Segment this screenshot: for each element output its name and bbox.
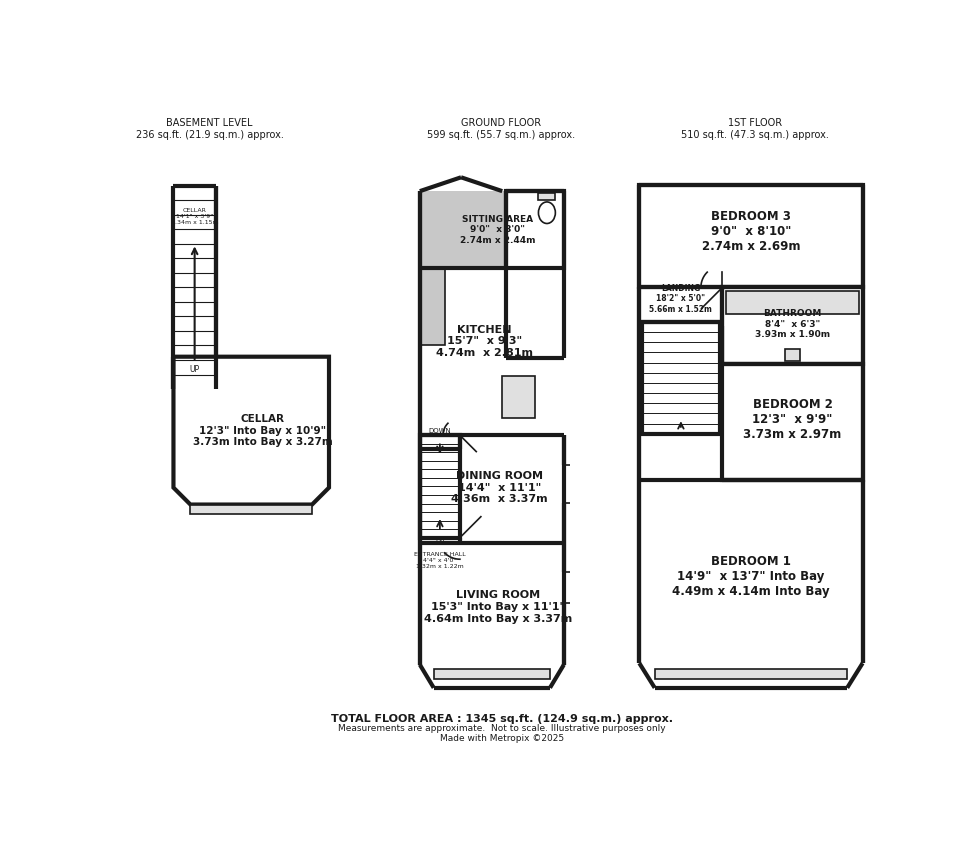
Text: TOTAL FLOOR AREA : 1345 sq.ft. (124.9 sq.m.) approx.: TOTAL FLOOR AREA : 1345 sq.ft. (124.9 sq… [331, 714, 673, 723]
Bar [785, 349, 801, 361]
Text: BEDROOM 2
12'3"  x 9'9"
3.73m x 2.97m: BEDROOM 2 12'3" x 9'9" 3.73m x 2.97m [744, 398, 842, 441]
Bar [419, 435, 460, 538]
Text: Made with Metropix ©2025: Made with Metropix ©2025 [440, 734, 564, 743]
Polygon shape [173, 357, 329, 504]
Bar [506, 192, 564, 268]
Bar [538, 192, 556, 200]
Text: Measurements are approximate.  Not to scale. Illustrative purposes only: Measurements are approximate. Not to sca… [338, 724, 666, 733]
Bar [639, 185, 862, 287]
Text: LANDING
18'2" x 5'0"
5.66m x 1.52m: LANDING 18'2" x 5'0" 5.66m x 1.52m [650, 284, 712, 314]
Text: BATHROOM
8'4"  x 6'3"
3.93m x 1.90m: BATHROOM 8'4" x 6'3" 3.93m x 1.90m [755, 310, 830, 339]
Text: BEDROOM 1
14'9"  x 13'7" Into Bay
4.49m x 4.14m Into Bay: BEDROOM 1 14'9" x 13'7" Into Bay 4.49m x… [672, 555, 830, 598]
Text: SITTING AREA
9'0"  x 8'0"
2.74m x 2.44m: SITTING AREA 9'0" x 8'0" 2.74m x 2.44m [460, 215, 535, 245]
Text: LIVING ROOM
15'3" Into Bay x 11'1"
4.64m Into Bay x 3.37m: LIVING ROOM 15'3" Into Bay x 11'1" 4.64m… [424, 590, 572, 623]
Bar [655, 669, 847, 679]
Bar [722, 287, 862, 364]
Text: GROUND FLOOR
599 sq.ft. (55.7 sq.m.) approx.: GROUND FLOOR 599 sq.ft. (55.7 sq.m.) app… [426, 118, 575, 139]
Bar [503, 376, 535, 418]
Bar [726, 292, 858, 315]
Bar [642, 322, 720, 433]
Bar [434, 669, 550, 679]
Text: ENTRANCE HALL
4'4" x 4'0"
1.32m x 1.22m: ENTRANCE HALL 4'4" x 4'0" 1.32m x 1.22m [414, 552, 466, 569]
Bar [419, 192, 506, 268]
Bar [722, 364, 862, 480]
Text: KITCHEN
15'7"  x 9'3"
4.74m  x 2.81m: KITCHEN 15'7" x 9'3" 4.74m x 2.81m [436, 325, 533, 358]
Text: CELLAR
14'1" x 3'9"
7.34m x 1.15m: CELLAR 14'1" x 3'9" 7.34m x 1.15m [171, 209, 219, 225]
Text: DOWN: DOWN [428, 428, 451, 433]
Text: UP: UP [189, 365, 200, 374]
Polygon shape [190, 504, 312, 514]
Text: 1ST FLOOR
510 sq.ft. (47.3 sq.m.) approx.: 1ST FLOOR 510 sq.ft. (47.3 sq.m.) approx… [681, 118, 829, 139]
Ellipse shape [538, 202, 556, 223]
Text: UP: UP [435, 540, 445, 545]
Text: BASEMENT LEVEL
236 sq.ft. (21.9 sq.m.) approx.: BASEMENT LEVEL 236 sq.ft. (21.9 sq.m.) a… [135, 118, 283, 139]
Bar [419, 268, 445, 345]
Text: CELLAR
12'3" Into Bay x 10'9"
3.73m Into Bay x 3.27m: CELLAR 12'3" Into Bay x 10'9" 3.73m Into… [193, 414, 332, 447]
Text: DINING ROOM
14'4"  x 11'1"
4.36m  x 3.37m: DINING ROOM 14'4" x 11'1" 4.36m x 3.37m [451, 471, 548, 504]
Text: BEDROOM 3
9'0"  x 8'10"
2.74m x 2.69m: BEDROOM 3 9'0" x 8'10" 2.74m x 2.69m [702, 209, 801, 253]
